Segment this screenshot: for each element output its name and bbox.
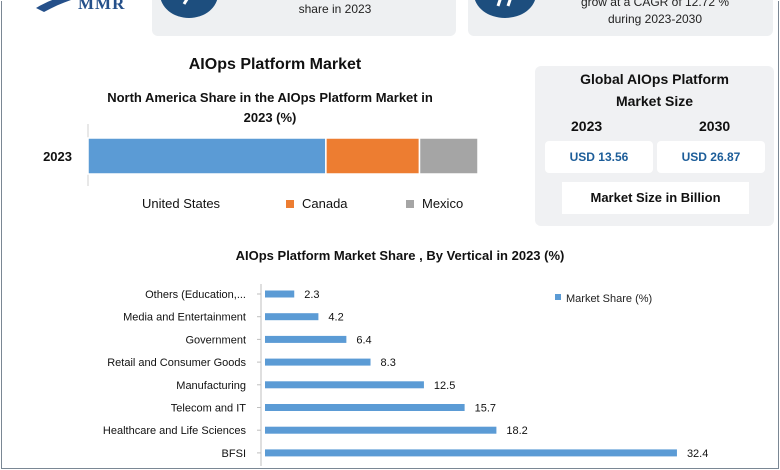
na-category-label: 2023: [43, 149, 72, 164]
cagr-card-line-1: grow at a CAGR of 12.72 %: [580, 0, 730, 9]
market-title: AIOps Platform Market: [188, 56, 362, 73]
legend-label-canada: Canada: [302, 196, 348, 211]
vertical-category-label: BFSI: [222, 448, 246, 460]
share-card-text: share in 2023: [298, 2, 372, 16]
vertical-category-label: Media and Entertainment: [123, 312, 246, 324]
market-size-title-line-2: Market Size: [615, 93, 694, 109]
year-2030-label: 2030: [699, 118, 731, 134]
market-size-2023: USD 13.56: [545, 141, 653, 173]
market-size-title: Global AIOps Platform Market Size: [535, 68, 774, 112]
vertical-data-label: 18.2: [506, 425, 527, 437]
na-segment-canada: [325, 137, 421, 175]
vertical-category-label: Telecom and IT: [171, 403, 246, 415]
share-card-icon: [160, 0, 218, 18]
year-2023-label: 2023: [571, 118, 603, 134]
north-america-chart-title: North America Share in the AIOps Platfor…: [70, 88, 470, 128]
na-title-line-2: 2023 (%): [243, 110, 297, 125]
vertical-data-label: 4.2: [328, 312, 343, 324]
vertical-legend-label: Market Share (%): [566, 293, 652, 305]
vertical-chart-title: AIOps Platform Market Share , By Vertica…: [235, 248, 565, 263]
logo-swoosh-icon: [36, 0, 71, 12]
legend-swatch-mexico: [406, 199, 414, 208]
vertical-category-label: Manufacturing: [176, 380, 246, 392]
vertical-bar-manufacturing: [265, 381, 424, 389]
vertical-category-label: Healthcare and Life Sciences: [103, 425, 247, 437]
vertical-data-label: 8.3: [381, 357, 396, 369]
legend-label-united-states: United States: [142, 196, 221, 211]
vertical-bar-government: [265, 335, 347, 343]
legend-united-states: United States: [126, 196, 220, 211]
legend-swatch-united-states: [126, 199, 134, 208]
slash-icon: [182, 0, 189, 5]
vertical-data-label: 2.3: [304, 289, 319, 301]
market-size-title-line-1: Global AIOps Platform: [580, 71, 729, 87]
cagr-card-icon: [474, 0, 536, 18]
chart-growth-icon: [496, 0, 512, 7]
vertical-data-label: 32.4: [687, 448, 708, 460]
legend-swatch-canada: [286, 199, 294, 208]
vertical-bar-bfsi: [265, 449, 677, 457]
logo-text: MMR: [78, 0, 126, 13]
vertical-bar-telecom-and-it: [265, 404, 465, 411]
vertical-data-label: 6.4: [356, 334, 371, 346]
vertical-data-label: 15.7: [475, 403, 496, 415]
vertical-data-label: 12.5: [434, 380, 455, 392]
market-size-unit: Market Size in Billion: [562, 182, 749, 214]
vertical-bar-healthcare-and-life-sciences: [265, 426, 497, 434]
vertical-legend-swatch: [555, 294, 561, 300]
cagr-card-line-2: during 2023-2030: [607, 12, 703, 26]
vertical-bar-media-and-entertainment: [265, 313, 319, 321]
vertical-category-label: Others (Education,...: [145, 289, 246, 301]
legend-mexico: Mexico: [406, 196, 463, 211]
na-segment-mexico: [418, 137, 479, 175]
legend-canada: Canada: [286, 196, 348, 211]
vertical-bar-others-education: [265, 290, 295, 298]
market-size-2030: USD 26.87: [657, 141, 765, 173]
market-size-panel: Global AIOps Platform Market Size 2023 2…: [535, 66, 774, 226]
vertical-category-label: Government: [185, 334, 246, 346]
na-title-line-1: North America Share in the AIOps Platfor…: [107, 90, 433, 105]
vertical-category-label: Retail and Consumer Goods: [107, 357, 246, 369]
legend-label-mexico: Mexico: [422, 196, 464, 211]
vertical-bar-retail-and-consumer-goods: [265, 358, 371, 366]
